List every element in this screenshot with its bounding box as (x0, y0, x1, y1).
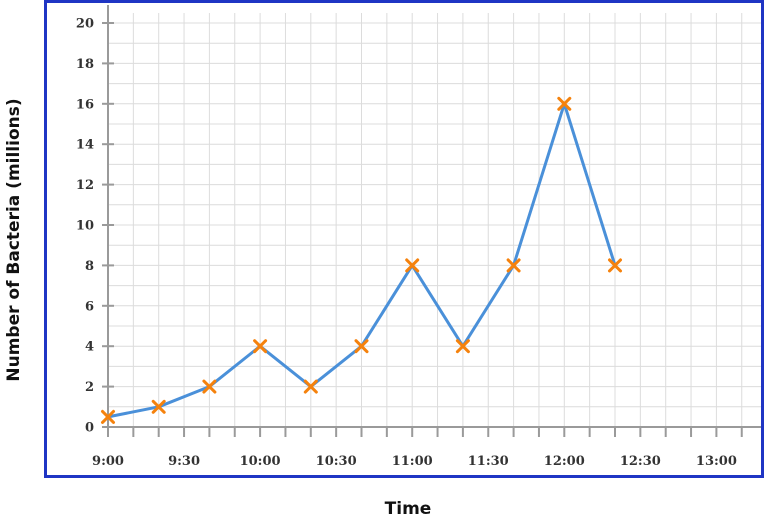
y-tick-label: 14 (76, 138, 94, 153)
x-tick-label: 9:00 (92, 454, 124, 469)
y-tick-label: 0 (85, 421, 94, 436)
marker-stroke (253, 339, 268, 354)
data-point-marker (455, 339, 470, 354)
data-point-marker (557, 96, 572, 111)
x-tick-label: 9:30 (168, 454, 200, 469)
data-point-marker (151, 399, 166, 414)
y-tick-label: 10 (76, 219, 94, 234)
marker-stroke (101, 409, 115, 424)
marker-stroke (202, 379, 217, 394)
marker-stroke (303, 379, 318, 394)
data-point-marker (202, 379, 217, 394)
y-tick-label: 12 (76, 178, 94, 193)
marker-stroke (608, 258, 622, 273)
marker-stroke (455, 339, 470, 354)
y-tick-label: 4 (85, 340, 94, 355)
x-tick-label: 12:00 (544, 454, 585, 469)
x-tick-label: 12:30 (620, 454, 661, 469)
data-point-marker (303, 379, 318, 394)
y-axis-label: Number of Bacteria (millions) (4, 98, 24, 382)
x-tick-label: 11:00 (392, 454, 433, 469)
y-tick-label: 2 (85, 380, 94, 395)
x-tick-label: 13:00 (696, 454, 737, 469)
y-tick-label: 20 (76, 17, 94, 32)
marker-stroke (557, 96, 572, 111)
data-point-marker (101, 409, 115, 424)
chart-frame: 0 2 4 6 8 10 12 14 16 18 20 9:00 9:30 10:00 10:30 11:00… (44, 0, 764, 478)
marker-stroke (354, 339, 369, 354)
marker-stroke (151, 399, 166, 414)
data-point-marker (354, 339, 369, 354)
data-point-marker (405, 258, 420, 273)
data-point-marker (608, 258, 622, 273)
y-tick-label: 8 (85, 259, 94, 274)
x-tick-label: 10:30 (316, 454, 357, 469)
x-tick-label: 11:30 (468, 454, 509, 469)
marker-stroke (405, 258, 420, 273)
data-point-marker (253, 339, 268, 354)
x-tick-label: 10:00 (240, 454, 281, 469)
y-tick-label: 6 (85, 299, 94, 314)
line-chart: 0 2 4 6 8 10 12 14 16 18 20 9:00 9:30 10:00 10:30 11:00… (76, 5, 761, 469)
data-point-marker (506, 258, 521, 273)
marker-stroke (506, 258, 521, 273)
x-axis-label: Time (384, 499, 432, 519)
y-tick-label: 16 (76, 97, 94, 112)
y-tick-label: 18 (76, 57, 94, 72)
